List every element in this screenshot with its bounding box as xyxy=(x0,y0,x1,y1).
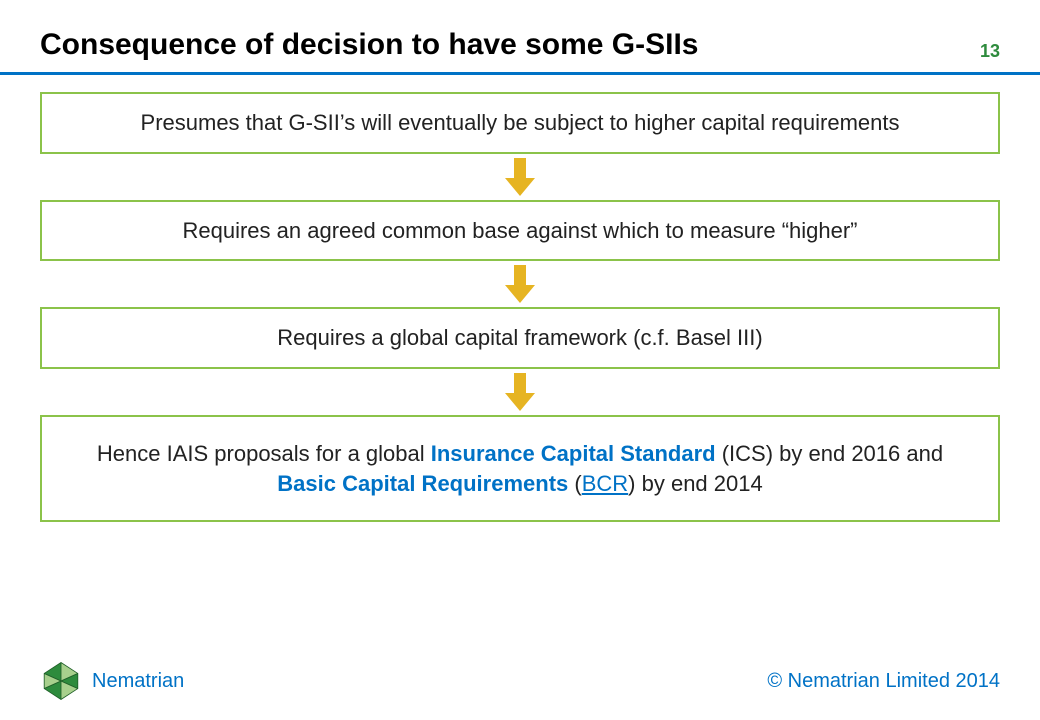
flow-box-1: Presumes that G-SII’s will eventually be… xyxy=(40,92,1000,154)
box4-highlight-bcr: Basic Capital Requirements xyxy=(277,471,568,496)
flow-arrow-3 xyxy=(503,369,537,415)
footer-copyright: © Nematrian Limited 2014 xyxy=(767,670,1000,693)
flow-box-3: Requires a global capital framework (c.f… xyxy=(40,307,1000,369)
footer-left: Nematrian xyxy=(40,660,184,702)
bcr-link[interactable]: BCR xyxy=(582,471,628,496)
flow-arrow-2 xyxy=(503,261,537,307)
flow-box-4: Hence IAIS proposals for a global Insura… xyxy=(40,415,1000,522)
down-arrow-icon xyxy=(503,156,537,198)
down-arrow-icon xyxy=(503,371,537,413)
slide-header: Consequence of decision to have some G-S… xyxy=(0,0,1040,75)
box4-highlight-ics: Insurance Capital Standard xyxy=(431,441,716,466)
slide-footer: Nematrian © Nematrian Limited 2014 xyxy=(40,660,1000,702)
page-number: 13 xyxy=(980,41,1000,62)
box4-text-pre: Hence IAIS proposals for a global xyxy=(97,441,431,466)
down-arrow-icon xyxy=(503,263,537,305)
box4-text-mid1: (ICS) by end 2016 and xyxy=(716,441,943,466)
flow-box-2: Requires an agreed common base against w… xyxy=(40,200,1000,262)
flowchart: Presumes that G-SII’s will eventually be… xyxy=(40,92,1000,650)
footer-brand: Nematrian xyxy=(92,670,184,693)
flow-arrow-1 xyxy=(503,154,537,200)
box4-text-mid2: ( xyxy=(568,471,581,496)
slide-title: Consequence of decision to have some G-S… xyxy=(40,28,699,62)
nematrian-logo-icon xyxy=(40,660,82,702)
box4-text-post: ) by end 2014 xyxy=(628,471,763,496)
slide: Consequence of decision to have some G-S… xyxy=(0,0,1040,720)
